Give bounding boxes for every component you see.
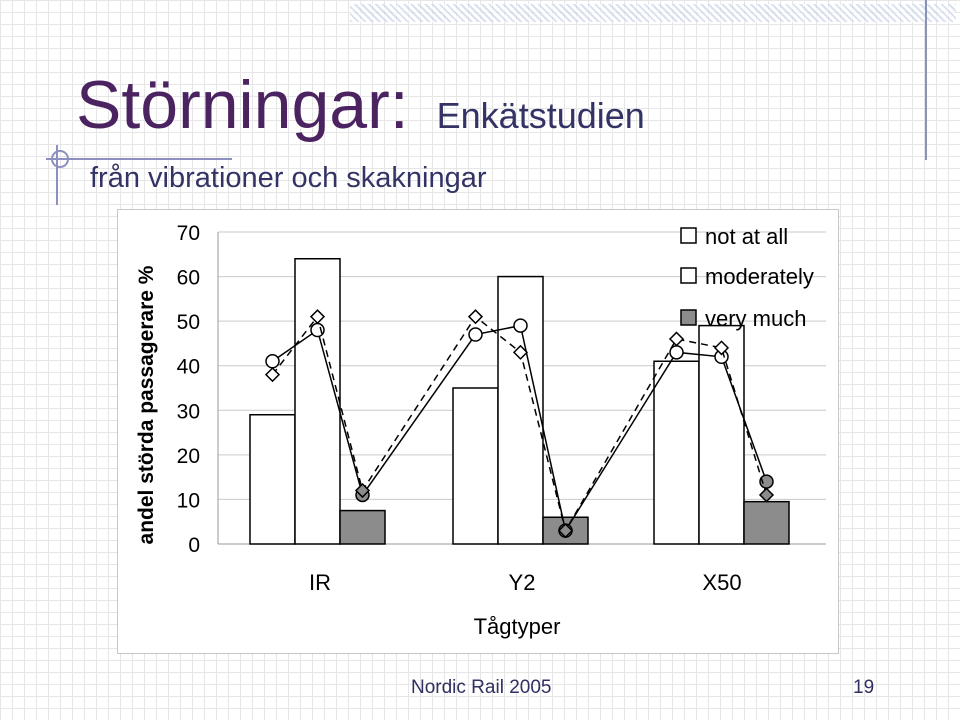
legend-label: not at all xyxy=(705,224,788,249)
x-axis-title: Tågtyper xyxy=(474,614,561,639)
bar xyxy=(653,360,700,545)
y-tick-label: 20 xyxy=(177,445,200,468)
decorative-line-horizontal xyxy=(46,158,232,160)
y-tick-label: 40 xyxy=(177,356,200,379)
legend-swatch xyxy=(680,309,697,326)
bar xyxy=(339,509,386,545)
slide-title-sub: Enkätstudien xyxy=(436,95,645,136)
footer-text: Nordic Rail 2005 xyxy=(411,677,552,698)
slide-subtitle: från vibrationer och skakningar xyxy=(90,162,487,194)
y-tick-label: 60 xyxy=(177,267,200,290)
decorative-line-vertical xyxy=(56,145,58,205)
diamond-marker xyxy=(512,344,529,360)
circle-marker xyxy=(265,354,280,369)
circle-marker xyxy=(310,322,325,338)
bar xyxy=(497,275,544,545)
diamond-marker xyxy=(467,309,484,325)
diamond-marker xyxy=(668,331,685,347)
y-tick-label: 0 xyxy=(188,534,200,557)
y-tick-label: 70 xyxy=(177,222,200,245)
y-tick-label: 50 xyxy=(177,311,200,334)
diamond-marker xyxy=(713,340,730,356)
diamond-marker xyxy=(758,487,775,503)
y-tick-label: 10 xyxy=(177,489,200,512)
bar xyxy=(452,387,499,545)
circle-marker xyxy=(513,318,528,333)
circle-marker xyxy=(468,327,483,342)
x-tick-label: Y2 xyxy=(509,570,536,595)
page-number: 19 xyxy=(853,677,875,698)
slide-title: Störningar: Enkätstudien xyxy=(76,66,645,144)
diamond-marker xyxy=(309,309,326,325)
decorative-circle xyxy=(51,150,69,168)
diamond-marker xyxy=(264,367,281,383)
x-tick-label: X50 xyxy=(702,570,741,595)
legend-label: moderately xyxy=(705,264,814,289)
bar xyxy=(249,413,296,545)
legend-swatch xyxy=(680,267,697,284)
legend-swatch xyxy=(680,227,697,244)
bar xyxy=(743,500,790,545)
bar xyxy=(294,257,341,545)
x-tick-label: IR xyxy=(309,570,331,595)
slide-title-main: Störningar: xyxy=(76,67,409,143)
legend-label: very much xyxy=(705,306,806,331)
right-decorative-rule xyxy=(925,0,927,160)
top-decorative-band xyxy=(350,4,956,22)
diamond-marker xyxy=(557,523,574,539)
diamond-marker xyxy=(354,482,371,499)
y-axis-title: andel störda passagerare % xyxy=(135,265,158,544)
y-tick-label: 30 xyxy=(177,400,200,423)
